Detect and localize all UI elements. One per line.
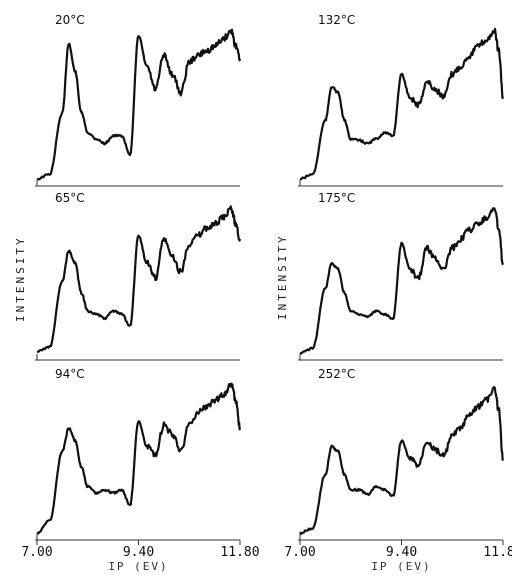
x-tick-label: 7.00 <box>21 545 52 560</box>
y-axis-label-left: INTENSITY <box>14 235 27 322</box>
x-tick-label: 11.80 <box>483 545 512 560</box>
x-tick-label: 7.00 <box>284 545 315 560</box>
x-tick-label: 11.80 <box>220 545 259 560</box>
spectrum-line <box>36 28 242 181</box>
spectrum-line <box>36 382 242 535</box>
y-axis-label-right: INTENSITY <box>276 233 289 320</box>
spectrum-line <box>300 27 504 181</box>
x-tick-label: 9.40 <box>123 545 154 560</box>
temperature-label: 132°C <box>318 13 355 27</box>
temperature-label: 252°C <box>318 367 355 381</box>
spectrum-line <box>299 386 504 535</box>
x-axis-label-right: IP (EV) <box>371 560 431 573</box>
temperature-label: 20°C <box>55 13 85 27</box>
temperature-label: 94°C <box>55 367 85 381</box>
temperature-label: 175°C <box>318 191 355 205</box>
temperature-label: 65°C <box>55 191 85 205</box>
spectrum-line <box>299 207 505 355</box>
spectrum-line <box>36 205 242 353</box>
x-tick-label: 9.40 <box>386 545 417 560</box>
x-axis-label-left: IP (EV) <box>108 560 168 573</box>
